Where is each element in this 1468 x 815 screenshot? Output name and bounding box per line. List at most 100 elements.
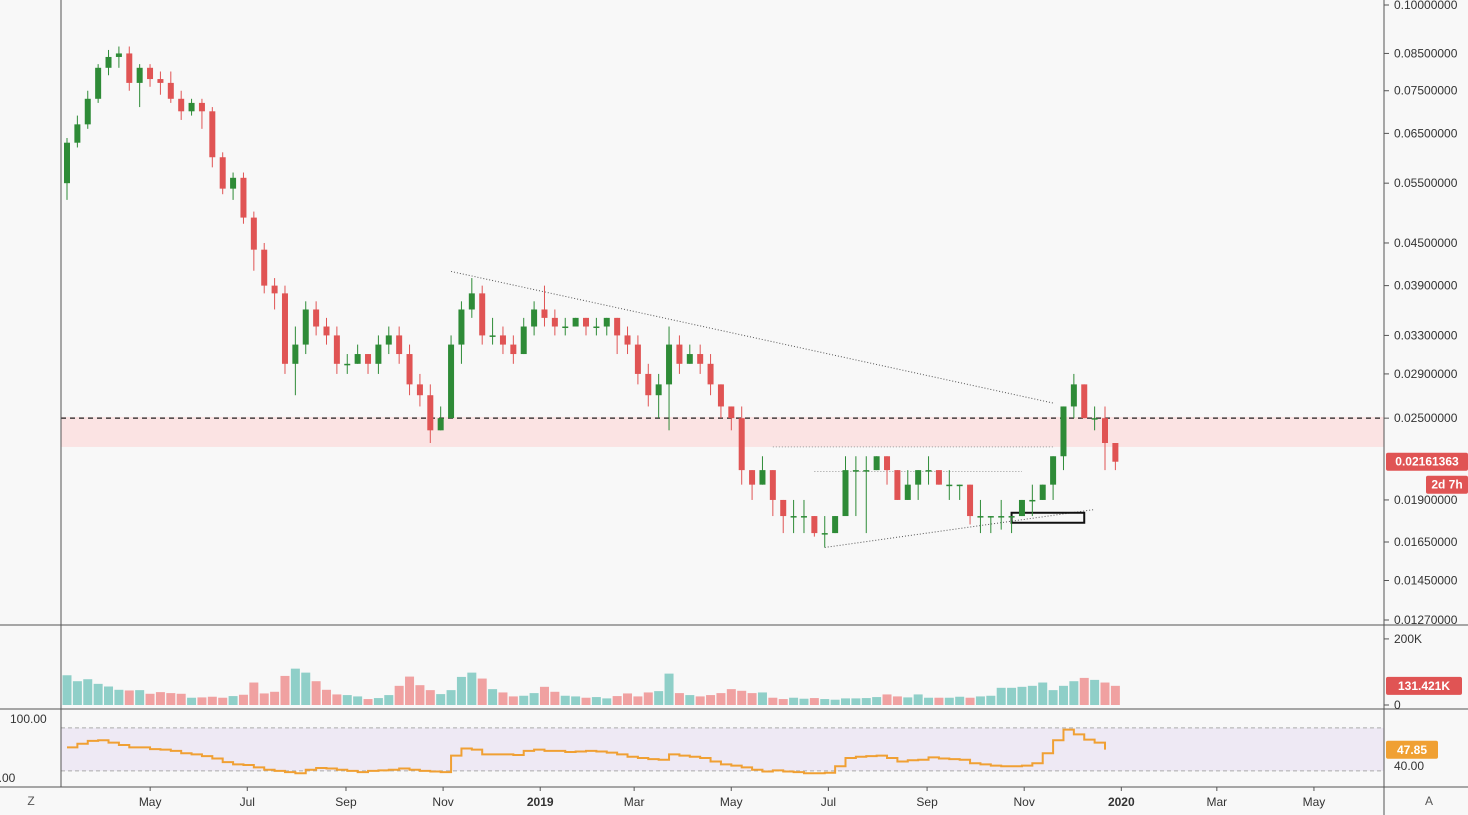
candle-body (479, 293, 486, 336)
candle-body (904, 484, 911, 500)
volume-bar (1017, 686, 1027, 705)
candle-body (967, 484, 974, 517)
volume-bar (373, 698, 383, 705)
candle-body (427, 395, 434, 431)
candle-body (935, 470, 942, 485)
volume-pane[interactable] (62, 668, 1120, 705)
candle-body (167, 82, 174, 99)
value-badges: 0.02161363 2d 7h 131.421K 47.85 (1386, 452, 1468, 759)
oscillator-line (67, 728, 1106, 775)
candle-body (1091, 418, 1098, 420)
candle-body (655, 384, 662, 396)
price-tick-label: 0.10000000 (1394, 0, 1458, 12)
candle-body (105, 56, 112, 68)
candle-body (842, 470, 849, 517)
candle-body (666, 344, 673, 385)
volume-bar (757, 692, 767, 705)
auto-scale-left-button[interactable]: Z (27, 794, 35, 808)
volume-bar (456, 676, 466, 705)
volume-bar (477, 678, 487, 705)
volume-bar (1069, 681, 1079, 705)
time-tick-label: May (1303, 795, 1326, 809)
volume-bar (1038, 682, 1048, 705)
volume-bar (135, 690, 145, 705)
time-tick-label: Sep (916, 795, 938, 809)
candle-body (468, 293, 475, 310)
volume-bar (571, 696, 581, 705)
candle-body (531, 309, 538, 327)
volume-bar (726, 689, 736, 705)
candle-body (728, 406, 735, 419)
volume-bar (415, 685, 425, 705)
candle-body (686, 354, 693, 364)
volume-bar (124, 690, 134, 705)
volume-bar (1110, 685, 1120, 705)
volume-bar (405, 676, 415, 705)
price-pane[interactable] (61, 46, 1384, 548)
candle-body (219, 157, 226, 189)
volume-bar (581, 697, 591, 705)
oscillator-left-tick-label: 100.00 (10, 712, 47, 726)
candle-body (832, 516, 839, 534)
volume-bar (851, 698, 861, 705)
countdown-label: 2d 7h (1431, 478, 1462, 492)
candle-body (1050, 456, 1057, 485)
volume-last-label: 131.421K (1398, 679, 1450, 693)
volume-bar (975, 696, 985, 705)
volume-bar (591, 697, 601, 705)
volume-bar (1090, 679, 1100, 705)
volume-bar (539, 686, 549, 705)
volume-bar (145, 693, 155, 705)
volume-bar (529, 693, 539, 705)
candle-body (676, 344, 683, 364)
price-tick-label: 0.07500000 (1394, 84, 1458, 98)
candle-body (987, 516, 994, 518)
candle-body (749, 470, 756, 485)
volume-bar (664, 673, 674, 705)
candle-body (614, 317, 621, 336)
candle-body (873, 456, 880, 471)
candle-body (520, 326, 527, 355)
volume-bar (218, 697, 228, 705)
price-tick-label: 0.06500000 (1394, 126, 1458, 140)
candle-body (510, 344, 517, 355)
price-tick-label: 0.02900000 (1394, 367, 1458, 381)
time-tick-label: Mar (624, 795, 645, 809)
volume-bar (280, 675, 290, 705)
price-tick-label: 0.01900000 (1394, 493, 1458, 507)
volume-bar (685, 695, 695, 705)
volume-bar (986, 695, 996, 705)
volume-bar (446, 690, 456, 705)
candle-body (416, 384, 423, 396)
volume-bar (643, 692, 653, 705)
candle-body (354, 354, 361, 364)
candle-body (230, 177, 237, 189)
candle-body (645, 373, 652, 396)
volume-bar (104, 686, 114, 705)
price-tick-label: 0.08500000 (1394, 46, 1458, 60)
candle-body (126, 53, 133, 83)
volume-bar (654, 691, 664, 705)
volume-bar (311, 681, 321, 705)
volume-bar (83, 679, 93, 705)
oscillator-last-badge (1386, 740, 1438, 759)
volume-bar (72, 681, 82, 705)
volume-bar (913, 694, 923, 705)
price-tick-label: 0.04500000 (1394, 236, 1458, 250)
volume-bar (799, 698, 809, 705)
candle-body (800, 516, 807, 518)
auto-scale-right-button[interactable]: A (1424, 794, 1433, 808)
oscillator-pane[interactable] (61, 727, 1384, 775)
candle-body (593, 326, 600, 329)
candle-body (1039, 484, 1046, 500)
volume-bar (841, 698, 850, 705)
candle-body (292, 344, 299, 364)
candle-body (147, 67, 154, 80)
time-tick-label: 2020 (1108, 795, 1135, 809)
candle-body (74, 124, 81, 143)
volume-bar (93, 683, 103, 705)
candle-body (1029, 499, 1036, 502)
volume-bar (716, 693, 726, 705)
candle-body (136, 67, 143, 83)
